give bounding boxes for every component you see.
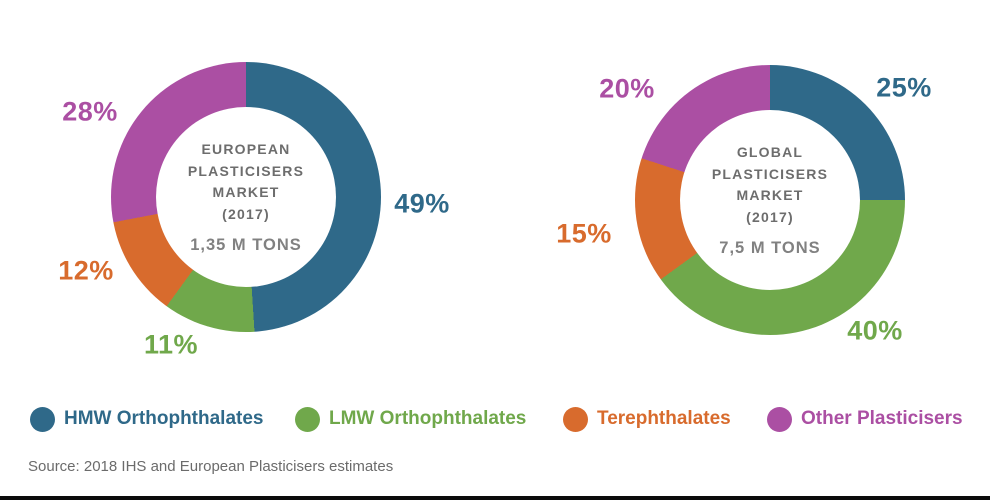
legend-item-lmw-orthophthalates: LMW Orthophthalates bbox=[295, 404, 526, 434]
slice-label-terephthalates: 12% bbox=[58, 255, 114, 286]
legend-item-hmw-orthophthalates: HMW Orthophthalates bbox=[30, 404, 264, 434]
chart-title-global: GLOBAL PLASTICISERS MARKET (2017) bbox=[711, 144, 829, 225]
slice-label-lmw-orthophthalates: 40% bbox=[847, 315, 903, 346]
chart-title-european: EUROPEAN PLASTICISERS MARKET (2017) bbox=[187, 141, 305, 222]
legend-swatch-icon bbox=[295, 406, 320, 432]
slice-label-terephthalates: 15% bbox=[556, 218, 612, 249]
slice-label-other-plasticisers: 28% bbox=[62, 96, 118, 127]
donut-chart-global: GLOBAL PLASTICISERS MARKET (2017) 7,5 M … bbox=[635, 65, 905, 335]
donut-hole-global: GLOBAL PLASTICISERS MARKET (2017) 7,5 M … bbox=[680, 110, 860, 290]
slice-label-hmw-orthophthalates: 49% bbox=[394, 188, 450, 219]
slice-label-hmw-orthophthalates: 25% bbox=[876, 72, 932, 103]
legend-label: LMW Orthophthalates bbox=[329, 408, 527, 429]
chart-volume-european: 1,35 M TONS bbox=[190, 236, 302, 254]
donut-hole-european: EUROPEAN PLASTICISERS MARKET (2017) 1,35… bbox=[156, 107, 336, 287]
legend-label: Terephthalates bbox=[597, 408, 731, 429]
legend-label: HMW Orthophthalates bbox=[64, 408, 264, 429]
legend-swatch-icon bbox=[563, 406, 588, 432]
legend-item-terephthalates: Terephthalates bbox=[563, 404, 731, 434]
source-note: Source: 2018 IHS and European Plasticise… bbox=[28, 458, 394, 475]
slice-label-other-plasticisers: 20% bbox=[599, 73, 655, 104]
donut-chart-european: EUROPEAN PLASTICISERS MARKET (2017) 1,35… bbox=[111, 62, 381, 332]
chart-legend: HMW Orthophthalates LMW Orthophthalates Te… bbox=[0, 404, 990, 434]
legend-label: Other Plasticisers bbox=[801, 408, 963, 429]
legend-item-other-plasticisers: Other Plasticisers bbox=[767, 404, 963, 434]
legend-swatch-icon bbox=[767, 406, 792, 432]
slice-label-lmw-orthophthalates: 11% bbox=[143, 329, 199, 360]
bottom-border-bar bbox=[0, 496, 990, 500]
chart-volume-global: 7,5 M TONS bbox=[719, 239, 821, 257]
legend-swatch-icon bbox=[30, 406, 55, 432]
